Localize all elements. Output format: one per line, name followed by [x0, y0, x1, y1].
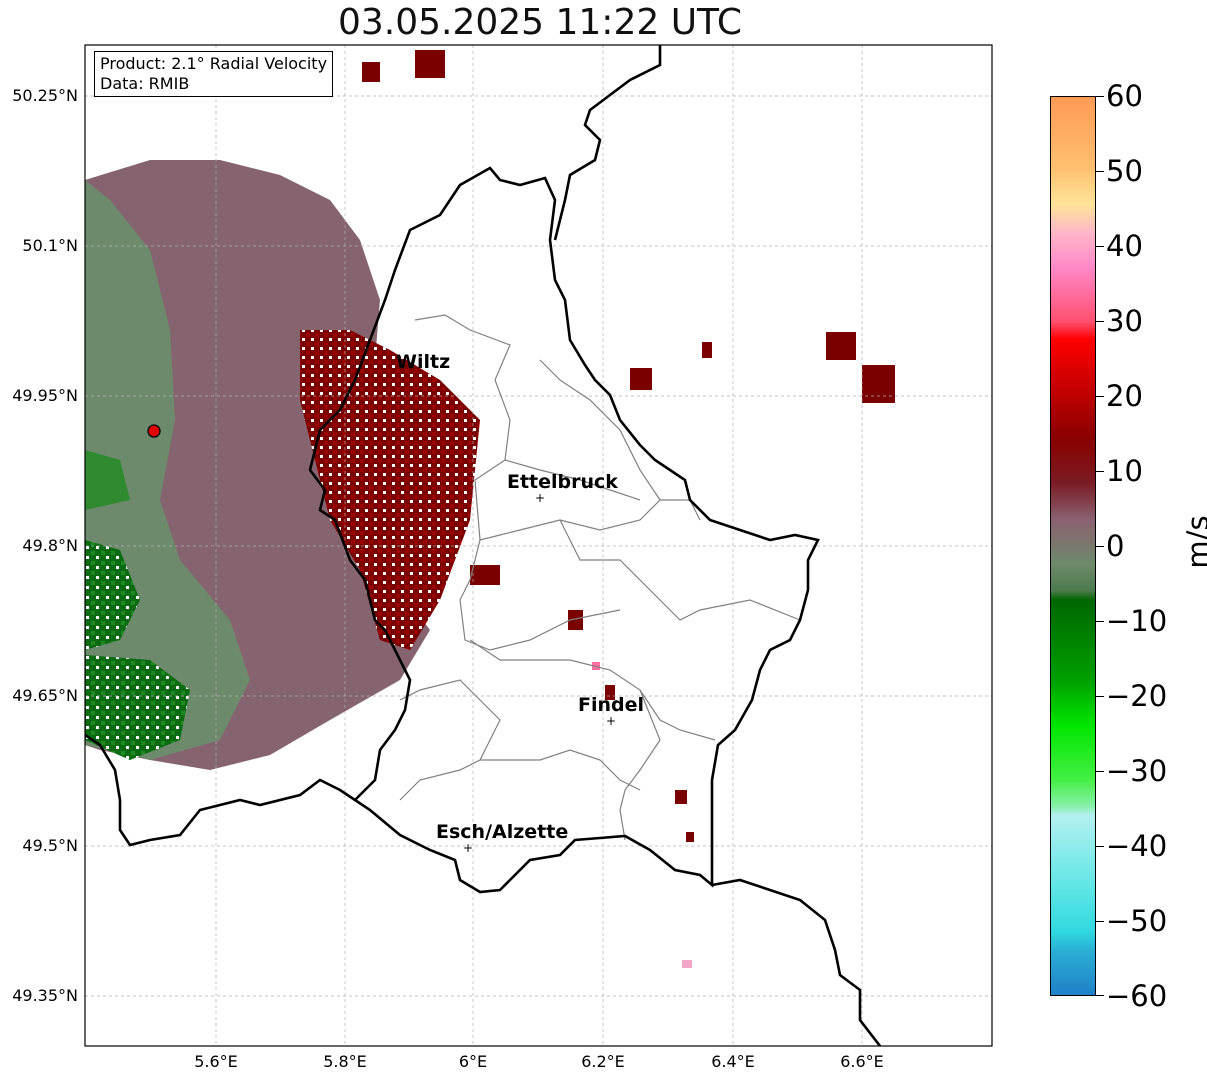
lat-label: 49.65°N	[12, 686, 78, 705]
lon-label: 6°E	[458, 1052, 488, 1071]
colorbar-tick	[1096, 921, 1104, 922]
echo-cell	[362, 62, 380, 82]
map-frame	[84, 44, 993, 1047]
echo-cell	[415, 50, 445, 78]
lat-label: 49.8°N	[22, 536, 78, 555]
colorbar-tick	[1096, 396, 1104, 397]
lon-label: 6.2°E	[581, 1052, 625, 1071]
product-text: Product: 2.1° Radial Velocity	[100, 54, 328, 73]
place-label-esch-alzette: Esch/Alzette	[436, 821, 569, 843]
echo-green-west-mid	[85, 450, 130, 510]
colorbar-tick	[1096, 995, 1104, 996]
lat-label: 49.95°N	[12, 386, 78, 405]
place-label-findel: Findel	[578, 694, 645, 716]
colorbar-tick	[1096, 321, 1104, 322]
colorbar-label: −30	[1106, 754, 1168, 788]
radar-echoes	[85, 50, 895, 968]
colorbar-tick	[1096, 246, 1104, 247]
radar-site-marker	[147, 424, 161, 438]
colorbar-label: 30	[1106, 304, 1143, 338]
colorbar-label: 10	[1106, 454, 1143, 488]
colorbar-label: 0	[1106, 529, 1125, 563]
colorbar	[1050, 96, 1096, 996]
colorbar-label: 20	[1106, 379, 1143, 413]
belgium-france-border	[85, 733, 356, 847]
france-border-east	[711, 878, 882, 1046]
echo-cell	[682, 960, 692, 968]
colorbar-tick	[1096, 771, 1104, 772]
echo-cell	[568, 610, 583, 630]
lon-label: 6.4°E	[711, 1052, 755, 1071]
colorbar-label: −20	[1106, 679, 1168, 713]
echo-cell	[686, 832, 694, 842]
colorbar-unit: m/s	[1181, 515, 1207, 569]
lon-label: 5.6°E	[194, 1052, 238, 1071]
colorbar-tick	[1096, 696, 1104, 697]
echo-cell	[470, 565, 500, 585]
map-title: 03.05.2025 11:22 UTC	[337, 2, 743, 43]
findel-marker: +	[606, 714, 617, 728]
luxembourg-border	[308, 166, 820, 894]
lat-label: 50.1°N	[22, 236, 78, 255]
lat-label: 50.25°N	[12, 86, 78, 105]
colorbar-label: 60	[1106, 79, 1143, 113]
colorbar-label: −40	[1106, 829, 1168, 863]
data-source-text: Data: RMIB	[100, 74, 190, 93]
germany-border	[553, 45, 662, 241]
colorbar-label: 50	[1106, 154, 1143, 188]
colorbar-label: −50	[1106, 904, 1168, 938]
ettelbruck-marker: +	[535, 491, 546, 505]
echo-green-west	[85, 540, 140, 650]
colorbar-label: −10	[1106, 604, 1168, 638]
colorbar-tick	[1096, 546, 1104, 547]
colorbar-tick	[1096, 171, 1104, 172]
colorbar-tick	[1096, 471, 1104, 472]
lat-label: 49.35°N	[12, 986, 78, 1005]
canton-boundaries	[399, 314, 801, 841]
colorbar-tick	[1096, 846, 1104, 847]
lat-label: 49.5°N	[22, 836, 78, 855]
echo-cell	[630, 368, 652, 390]
echo-cell	[862, 365, 895, 403]
colorbar-tick	[1096, 96, 1104, 97]
lon-label: 5.8°E	[323, 1052, 367, 1071]
echo-cell	[675, 790, 687, 804]
echo-green-southwest	[85, 655, 190, 760]
echo-cell	[605, 685, 615, 700]
colorbar-label: −60	[1106, 979, 1168, 1013]
national-borders	[85, 45, 882, 1046]
colorbar-label: 40	[1106, 229, 1143, 263]
lon-label: 6.6°E	[840, 1052, 884, 1071]
place-label-ettelbruck: Ettelbruck	[507, 471, 618, 493]
echo-cell	[702, 342, 712, 358]
colorbar-tick	[1096, 621, 1104, 622]
esch-alzette-marker: +	[463, 841, 474, 855]
info-box: Product: 2.1° Radial Velocity Data: RMIB	[94, 51, 334, 97]
echo-cell	[826, 332, 856, 360]
place-label-wiltz: Wiltz	[396, 351, 451, 373]
echo-red-scatter	[300, 330, 480, 650]
